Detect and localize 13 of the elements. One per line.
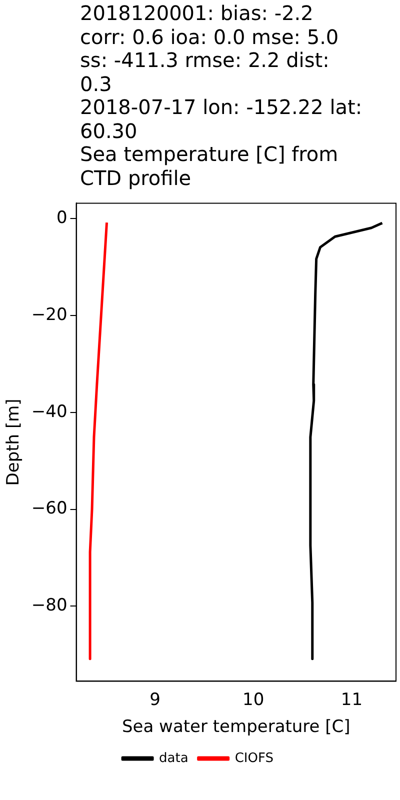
y-tick-label: −80 [31, 596, 68, 616]
x-axis-title: Sea water temperature [C] [122, 717, 350, 738]
y-tick-label: −20 [31, 304, 68, 325]
legend-label: CIOFS [234, 750, 274, 766]
chart-title: 2018120001: bias: -2.2 corr: 0.6 ioa: 0.0 mse: 5.0 ss: -411.3 rmse: 2.2 dist: 0.3 2018-07-17 lon: -152.22 lat: 60.30 Sea temperature [C] from CTD profile [79, 0, 364, 190]
x-tick-label: 9 [150, 690, 160, 710]
y-tick-label: 0 [56, 208, 68, 228]
legend-label: data [159, 750, 188, 766]
y-tick-label: −60 [31, 498, 68, 519]
x-tick-label: 11 [340, 690, 363, 710]
y-axis-title: Depth [m] [4, 398, 24, 486]
x-tick-label: 10 [242, 690, 264, 710]
y-tick-label: −40 [31, 402, 68, 422]
